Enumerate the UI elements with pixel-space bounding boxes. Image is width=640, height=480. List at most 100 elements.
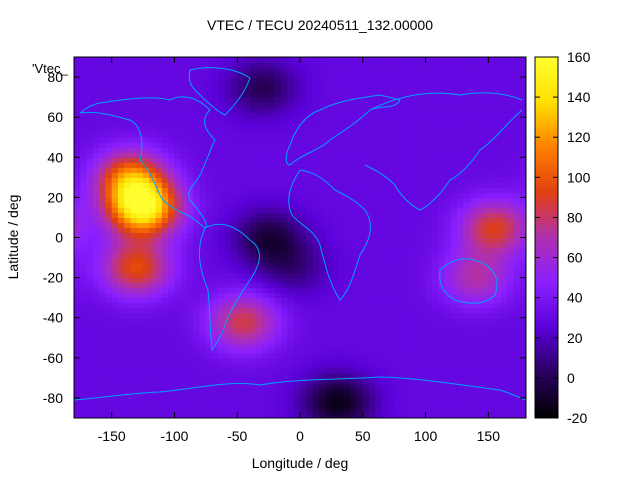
heatmap-cell [381,92,389,98]
heatmap-cell [482,162,489,168]
heatmap-cell [406,352,414,359]
heatmap-cell [124,332,132,339]
heatmap-cell [438,207,445,214]
heatmap-cell [199,182,207,188]
heatmap-cell [494,217,502,224]
heatmap-cell [199,217,207,224]
heatmap-cell [318,157,326,163]
heatmap-cell [494,387,502,394]
heatmap-cell [356,57,364,63]
heatmap-cell [124,277,132,284]
heatmap-cell [469,307,477,314]
heatmap-cell [482,237,489,244]
heatmap-cell [343,347,351,354]
heatmap-cell [419,297,427,304]
heatmap-cell [143,112,150,118]
heatmap-cell [343,207,351,214]
heatmap-cell [494,337,502,344]
heatmap-cell [475,77,483,83]
heatmap-cell [230,57,238,63]
heatmap-cell [256,392,263,399]
heatmap-cell [130,412,138,418]
heatmap-cell [155,82,163,88]
heatmap-cell [136,142,144,148]
heatmap-cell [325,297,332,304]
heatmap-cell [130,232,138,239]
heatmap-cell [375,377,383,384]
heatmap-cell [149,382,157,389]
heatmap-cell [287,227,295,234]
heatmap-cell [463,412,471,418]
heatmap-cell [350,137,358,143]
heatmap-cell [494,372,502,379]
heatmap-cell [456,157,464,163]
heatmap-cell [425,372,433,379]
heatmap-cell [187,172,194,178]
heatmap-cell [400,272,408,279]
heatmap-cell [394,82,402,88]
heatmap-cell [249,397,257,404]
heatmap-cell [300,332,307,339]
heatmap-cell [249,237,257,244]
heatmap-cell [124,192,132,198]
heatmap-cell [444,307,452,314]
heatmap-cell [218,202,226,209]
heatmap-cell [180,187,188,193]
heatmap-cell [387,157,395,163]
heatmap-cell [293,357,301,364]
heatmap-cell [312,92,320,98]
heatmap-cell [268,222,276,229]
heatmap-cell [268,142,276,148]
heatmap-cell [136,262,144,269]
heatmap-cell [168,237,176,244]
heatmap-cell [218,57,226,63]
heatmap-cell [281,57,289,63]
heatmap-cell [375,317,383,324]
heatmap-cell [92,322,100,329]
heatmap-cell [343,57,351,63]
heatmap-cell [419,147,427,153]
heatmap-cell [187,157,194,163]
heatmap-cell [488,402,496,409]
heatmap-cell [475,272,483,279]
heatmap-cell [256,97,263,103]
heatmap-cell [312,177,320,183]
heatmap-cell [475,237,483,244]
heatmap-cell [268,157,276,163]
heatmap-cell [205,372,213,379]
heatmap-cell [92,247,100,254]
heatmap-cell [362,72,370,78]
heatmap-cell [74,87,81,93]
heatmap-cell [456,217,464,224]
heatmap-cell [475,187,483,193]
heatmap-cell [500,392,508,399]
heatmap-cell [475,257,483,264]
heatmap-cell [494,77,502,83]
heatmap-cell [413,317,420,324]
heatmap-cell [312,327,320,334]
heatmap-cell [438,347,445,354]
heatmap-cell [230,257,238,264]
heatmap-cell [130,172,138,178]
heatmap-cell [105,247,113,254]
heatmap-cell [394,172,402,178]
heatmap-cell [450,172,458,178]
heatmap-cell [80,282,88,289]
heatmap-cell [249,182,257,188]
heatmap-cell [243,392,251,399]
heatmap-cell [92,87,100,93]
heatmap-cell [350,232,358,239]
heatmap-cell [256,167,263,173]
heatmap-cell [293,297,301,304]
heatmap-cell [444,207,452,214]
heatmap-cell [105,302,113,309]
heatmap-cell [130,102,138,108]
heatmap-cell [438,287,445,294]
heatmap-cell [312,312,320,319]
heatmap-cell [149,312,157,319]
heatmap-cell [199,127,207,133]
heatmap-cell [224,327,232,334]
heatmap-cell [99,97,106,103]
heatmap-cell [381,57,389,63]
